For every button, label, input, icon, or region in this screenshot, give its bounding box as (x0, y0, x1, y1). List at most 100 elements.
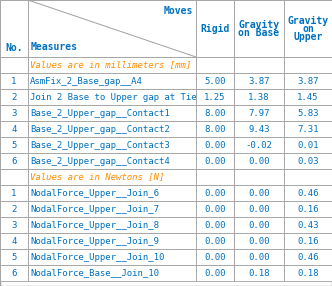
Bar (196, 249, 234, 265)
Bar (28, 57, 196, 73)
Text: on Base: on Base (238, 27, 280, 37)
Text: 8.00: 8.00 (204, 108, 226, 118)
Text: 6: 6 (11, 269, 17, 277)
Bar (28, 137, 196, 153)
Text: 0.00: 0.00 (248, 156, 270, 166)
Text: 0.46: 0.46 (297, 253, 319, 261)
Text: 0.00: 0.00 (248, 237, 270, 245)
Text: on: on (302, 23, 314, 33)
Text: 0.03: 0.03 (297, 156, 319, 166)
Text: Base_2_Upper_gap__Contact2: Base_2_Upper_gap__Contact2 (30, 124, 170, 134)
Bar (284, 217, 332, 233)
Bar (234, 137, 284, 153)
Text: 0.00: 0.00 (204, 237, 226, 245)
Bar (284, 185, 332, 201)
Text: -0.02: -0.02 (246, 140, 273, 150)
Bar (234, 73, 284, 89)
Bar (28, 217, 196, 233)
Text: 6: 6 (11, 156, 17, 166)
Text: Values are in Newtons [N]: Values are in Newtons [N] (30, 172, 164, 182)
Bar (284, 121, 332, 137)
Text: 0.00: 0.00 (204, 253, 226, 261)
Bar (0, 137, 28, 153)
Bar (234, 105, 284, 121)
Text: Gravity: Gravity (288, 15, 329, 25)
Bar (234, 265, 284, 281)
Bar (196, 0, 234, 57)
Text: Values are in millimeters [mm]: Values are in millimeters [mm] (30, 61, 191, 69)
Bar (28, 185, 196, 201)
Text: Measures: Measures (31, 42, 78, 52)
Bar (196, 169, 234, 185)
Bar (234, 185, 284, 201)
Bar (234, 249, 284, 265)
Bar (0, 89, 28, 105)
Bar (0, 233, 28, 249)
Text: 0.18: 0.18 (297, 269, 319, 277)
Text: 5: 5 (11, 253, 17, 261)
Text: Rigid: Rigid (200, 23, 230, 33)
Bar (196, 105, 234, 121)
Text: 0.43: 0.43 (297, 221, 319, 229)
Text: NodalForce_Base__Join_10: NodalForce_Base__Join_10 (30, 269, 159, 277)
Text: No.: No. (5, 43, 23, 53)
Bar (196, 185, 234, 201)
Bar (284, 201, 332, 217)
Text: 9.43: 9.43 (248, 124, 270, 134)
Bar (28, 249, 196, 265)
Text: 3.87: 3.87 (297, 76, 319, 86)
Bar (196, 137, 234, 153)
Bar (28, 73, 196, 89)
Text: 7.31: 7.31 (297, 124, 319, 134)
Text: NodalForce_Upper__Join_9: NodalForce_Upper__Join_9 (30, 237, 159, 245)
Bar (28, 121, 196, 137)
Bar (0, 73, 28, 89)
Text: 0.46: 0.46 (297, 188, 319, 198)
Text: 4: 4 (11, 124, 17, 134)
Bar (28, 0, 196, 57)
Text: 0.00: 0.00 (204, 156, 226, 166)
Bar (0, 121, 28, 137)
Bar (196, 217, 234, 233)
Bar (0, 153, 28, 169)
Bar (0, 185, 28, 201)
Text: 0.00: 0.00 (248, 188, 270, 198)
Bar (0, 0, 28, 57)
Bar (234, 121, 284, 137)
Text: NodalForce_Upper__Join_8: NodalForce_Upper__Join_8 (30, 221, 159, 229)
Bar (0, 57, 28, 73)
Text: 1.25: 1.25 (204, 92, 226, 102)
Bar (0, 249, 28, 265)
Text: AsmFix_2_Base_gap__A4: AsmFix_2_Base_gap__A4 (30, 76, 143, 86)
Text: Base_2_Upper_gap__Contact1: Base_2_Upper_gap__Contact1 (30, 108, 170, 118)
Bar (234, 89, 284, 105)
Bar (284, 169, 332, 185)
Bar (0, 201, 28, 217)
Text: 8.00: 8.00 (204, 124, 226, 134)
Bar (28, 169, 196, 185)
Text: 5.83: 5.83 (297, 108, 319, 118)
Text: 0.00: 0.00 (204, 204, 226, 214)
Bar (28, 89, 196, 105)
Bar (284, 89, 332, 105)
Bar (196, 153, 234, 169)
Text: Gravity: Gravity (238, 19, 280, 29)
Text: 0.00: 0.00 (204, 221, 226, 229)
Bar (0, 169, 28, 185)
Text: 0.16: 0.16 (297, 237, 319, 245)
Text: 1: 1 (11, 76, 17, 86)
Bar (284, 153, 332, 169)
Text: 0.00: 0.00 (204, 269, 226, 277)
Text: 5: 5 (11, 140, 17, 150)
Text: 3.87: 3.87 (248, 76, 270, 86)
Bar (234, 169, 284, 185)
Text: 1.38: 1.38 (248, 92, 270, 102)
Bar (28, 201, 196, 217)
Bar (0, 105, 28, 121)
Bar (196, 73, 234, 89)
Text: 3: 3 (11, 108, 17, 118)
Text: 0.18: 0.18 (248, 269, 270, 277)
Text: 3: 3 (11, 221, 17, 229)
Text: 1: 1 (11, 188, 17, 198)
Bar (234, 0, 284, 57)
